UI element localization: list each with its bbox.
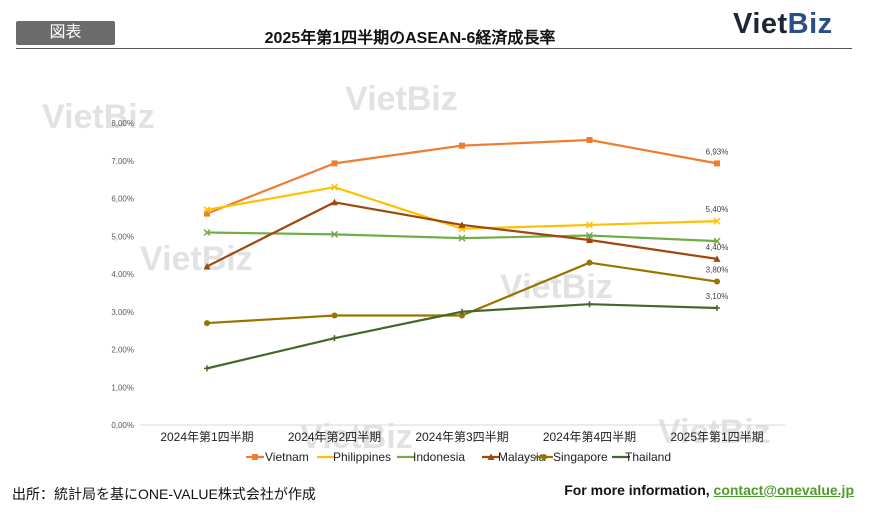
data-label-philippines: 5,40%: [706, 205, 729, 214]
data-point-malaysia: [586, 236, 593, 244]
legend-label-singapore: Singapore: [553, 450, 608, 464]
data-point-singapore: [586, 259, 593, 266]
y-tick-label: 8,00%: [111, 119, 134, 128]
data-point-vietnam: [204, 210, 210, 217]
data-point-indonesia: [585, 231, 594, 240]
legend-label-malaysia: Malaysia: [498, 450, 546, 464]
watermark-2: VietBiz: [345, 80, 458, 118]
x-tick-label: 2024年第4四半期: [543, 430, 636, 444]
logo-part-biz: Biz: [787, 8, 833, 40]
figure-tag: 図表: [16, 21, 115, 45]
page-title: 2025年第1四半期のASEAN-6経済成長率: [264, 30, 556, 47]
data-point-singapore: [459, 312, 465, 319]
y-tick-label: 5,00%: [111, 232, 134, 241]
data-point-thailand: [459, 308, 465, 315]
data-point-philippines: [203, 206, 211, 214]
watermark-6: VietBiz: [658, 413, 771, 451]
data-point-indonesia: [330, 230, 339, 238]
logo-part-viet: Viet: [733, 8, 788, 40]
y-tick-label: 0,00%: [111, 421, 134, 430]
vietbiz-logo: VietBiz: [733, 8, 833, 41]
data-point-vietnam: [331, 160, 338, 167]
y-tick-label: 6,00%: [111, 195, 134, 204]
watermark-3: VietBiz: [140, 240, 253, 278]
y-tick-label: 2,00%: [111, 346, 134, 355]
data-point-singapore: [714, 278, 720, 285]
data-point-philippines: [585, 221, 594, 229]
legend-marker-singapore: [541, 454, 547, 460]
data-point-thailand: [586, 301, 593, 308]
data-point-singapore: [204, 320, 210, 327]
data-point-vietnam: [459, 142, 465, 149]
data-label-thailand: 3,10%: [706, 292, 729, 301]
watermark-4: VietBiz: [500, 268, 613, 306]
legend-label-philippines: Philippines: [333, 450, 391, 464]
watermark-1: VietBiz: [42, 98, 155, 136]
series-line-vietnam: [206, 138, 718, 215]
series-line-indonesia: [206, 231, 718, 243]
legend-label-indonesia: Indonesia: [413, 450, 465, 464]
header-divider: [16, 48, 852, 49]
y-tick-label: 3,00%: [111, 308, 134, 317]
data-point-indonesia: [458, 234, 466, 242]
data-label-malaysia: 4,40%: [706, 243, 729, 252]
contact-prefix: For more information,: [564, 482, 714, 498]
legend-label-vietnam: Vietnam: [265, 450, 309, 464]
data-point-philippines: [713, 217, 721, 225]
data-point-malaysia: [331, 198, 338, 206]
y-tick-label: 4,00%: [111, 270, 134, 279]
data-point-malaysia: [458, 221, 466, 228]
contact-email-link[interactable]: contact@onevalue.jp: [713, 482, 854, 498]
data-point-thailand: [714, 304, 720, 311]
data-point-thailand: [204, 365, 210, 372]
data-label-singapore: 3,80%: [706, 266, 729, 275]
y-tick-label: 7,00%: [111, 157, 134, 166]
data-point-philippines: [330, 183, 339, 191]
source-note: 出所：統計局を基にONE-VALUE株式会社が作成: [12, 486, 316, 502]
y-tick-label: 1,00%: [111, 383, 134, 392]
data-point-singapore: [331, 312, 338, 319]
contact-info: For more information, contact@onevalue.j…: [564, 482, 854, 498]
legend-marker-vietnam: [252, 454, 258, 460]
growth-line-chart: VietBiz VietBiz VietBiz VietBiz VietBiz VietB…: [42, 80, 785, 464]
data-point-indonesia: [203, 228, 211, 237]
x-tick-label: 2024年第1四半期: [160, 430, 253, 444]
watermark-5: VietBiz: [300, 418, 413, 456]
data-point-vietnam: [586, 136, 593, 143]
data-point-vietnam: [714, 160, 720, 167]
x-tick-label: 2024年第3四半期: [415, 430, 508, 444]
legend-label-thailand: Thailand: [625, 450, 671, 464]
x-tick-label: 2024年第2四半期: [288, 430, 381, 444]
data-label-vietnam: 6,93%: [706, 147, 729, 156]
x-tick-label: 2025年第1四半期: [670, 430, 763, 444]
data-point-malaysia: [713, 255, 721, 262]
data-point-thailand: [331, 335, 338, 342]
legend-marker-malaysia: [487, 453, 495, 460]
data-point-malaysia: [203, 262, 211, 270]
data-point-indonesia: [713, 237, 721, 245]
